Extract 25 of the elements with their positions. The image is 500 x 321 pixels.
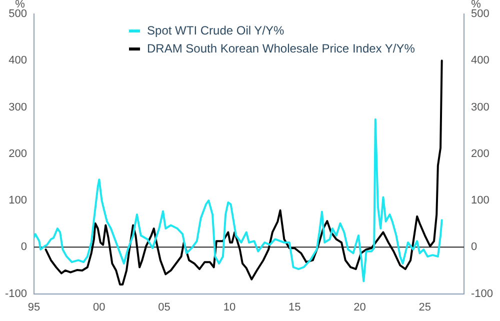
y-tick-label: 400 [8,54,28,67]
legend-label: Spot WTI Crude Oil Y/Y% [147,23,284,38]
y2-tick-label: 400 [470,54,490,67]
x-tick-label: 05 [158,301,170,314]
y-tick-label: 200 [8,148,28,160]
x-tick-label: 95 [28,301,40,314]
y2-tick-label: 0 [470,241,478,254]
x-tick-label: 20 [354,301,366,314]
y-tick-label: 0 [20,241,28,254]
y2-tick-label: -100 [470,288,494,300]
y2-tick-label: 500 [470,8,490,20]
y-tick-label: 500 [8,8,28,20]
y2-tick-label: 300 [470,101,490,114]
y-tick-label: 300 [8,101,28,114]
x-tick-label: 25 [418,301,432,314]
y-tick-label: -100 [4,288,28,300]
y2-tick-label: 100 [470,194,490,207]
x-tick-label: 00 [93,301,106,314]
x-tick-label: 15 [288,301,301,314]
y2-axis-title: % [471,0,482,11]
x-tick-label: 10 [223,301,236,314]
y2-tick-label: 200 [470,148,490,160]
y-axis-title: % [15,0,26,11]
legend-label: DRAM South Korean Wholesale Price Index Y/Y% [147,41,416,56]
y-tick-label: 100 [8,194,28,207]
